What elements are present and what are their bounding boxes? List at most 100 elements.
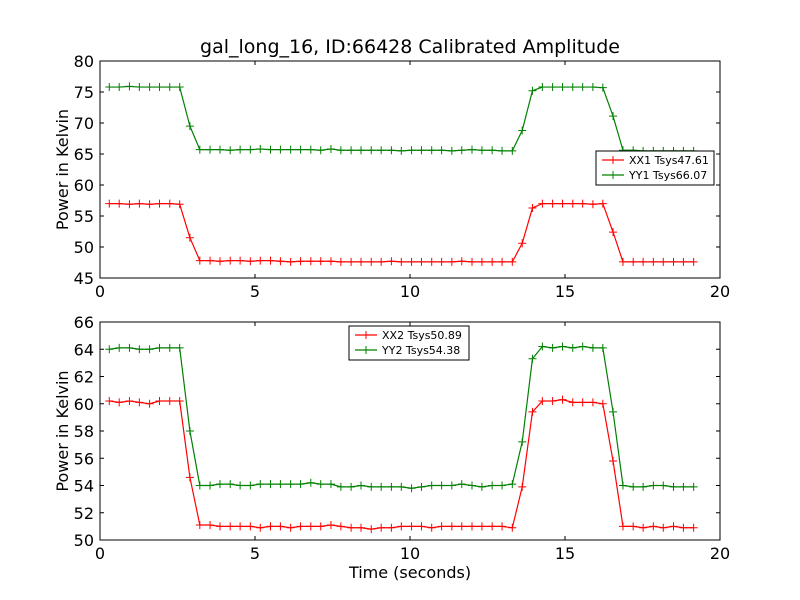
data-point bbox=[407, 484, 416, 493]
data-point bbox=[256, 256, 265, 265]
data-point bbox=[347, 482, 356, 491]
data-point bbox=[508, 523, 517, 532]
data-point bbox=[165, 83, 174, 92]
y-tick-label: 56 bbox=[74, 449, 94, 468]
data-point bbox=[568, 199, 577, 208]
data-point bbox=[427, 523, 436, 532]
data-point bbox=[447, 146, 456, 155]
data-point bbox=[236, 145, 245, 154]
data-point bbox=[145, 83, 154, 92]
data-point bbox=[468, 257, 476, 266]
data-point bbox=[588, 343, 597, 352]
data-point bbox=[276, 257, 285, 266]
data-point bbox=[639, 257, 648, 266]
data-point bbox=[558, 199, 567, 208]
data-point bbox=[215, 522, 224, 531]
data-point bbox=[206, 521, 215, 530]
data-point bbox=[246, 522, 255, 531]
data-point bbox=[135, 345, 144, 354]
legend-box bbox=[595, 150, 715, 186]
data-point bbox=[518, 482, 527, 491]
data-point bbox=[387, 146, 396, 155]
data-point bbox=[477, 522, 486, 531]
data-point bbox=[377, 257, 386, 266]
data-point bbox=[437, 522, 446, 531]
data-point bbox=[306, 478, 315, 487]
data-point bbox=[125, 397, 134, 406]
data-point bbox=[256, 523, 265, 532]
data-point bbox=[457, 146, 466, 155]
data-point bbox=[367, 146, 376, 155]
data-point bbox=[377, 482, 386, 491]
data-point bbox=[508, 480, 517, 489]
data-point bbox=[498, 146, 507, 155]
data-point bbox=[578, 398, 587, 407]
data-point bbox=[468, 522, 476, 531]
y-tick-label: 65 bbox=[74, 145, 94, 164]
data-point bbox=[598, 83, 607, 92]
data-point bbox=[326, 257, 335, 266]
data-point bbox=[528, 354, 537, 363]
data-point bbox=[558, 83, 567, 92]
x-axis-label: Time (seconds) bbox=[348, 563, 471, 582]
data-point bbox=[357, 146, 366, 155]
data-point bbox=[609, 228, 618, 237]
y-tick-label: 50 bbox=[74, 238, 94, 257]
data-point bbox=[629, 482, 638, 491]
y-tick-label: 58 bbox=[74, 422, 94, 441]
data-point bbox=[175, 397, 184, 406]
data-point bbox=[468, 481, 476, 490]
data-point bbox=[165, 199, 174, 208]
data-point bbox=[357, 257, 366, 266]
data-point bbox=[518, 437, 527, 446]
data-point bbox=[226, 256, 235, 265]
data-point bbox=[427, 146, 436, 155]
data-point bbox=[296, 257, 305, 266]
data-point bbox=[679, 482, 688, 491]
data-point bbox=[548, 397, 557, 406]
data-point bbox=[236, 522, 245, 531]
data-point bbox=[105, 345, 114, 354]
data-point bbox=[206, 145, 215, 154]
data-point bbox=[105, 199, 114, 208]
data-point bbox=[598, 399, 607, 408]
data-point bbox=[115, 83, 124, 92]
data-point bbox=[367, 525, 376, 534]
data-point bbox=[548, 199, 557, 208]
y-tick-label: 70 bbox=[74, 114, 94, 133]
data-point bbox=[669, 257, 678, 266]
data-point bbox=[548, 343, 557, 352]
y-tick-label: 54 bbox=[74, 477, 94, 496]
data-point bbox=[609, 407, 618, 416]
data-point bbox=[165, 343, 174, 352]
data-point bbox=[508, 146, 517, 155]
data-point bbox=[326, 480, 335, 489]
y-tick-label: 55 bbox=[74, 207, 94, 226]
data-point bbox=[518, 239, 527, 248]
y-tick-label: 80 bbox=[74, 52, 94, 71]
data-point bbox=[105, 397, 114, 406]
data-point bbox=[629, 522, 638, 531]
data-point bbox=[175, 343, 184, 352]
data-point bbox=[236, 256, 245, 265]
x-tick-label: 20 bbox=[710, 282, 730, 301]
data-point bbox=[347, 523, 356, 532]
data-point bbox=[468, 145, 476, 154]
data-point bbox=[407, 146, 416, 155]
data-point bbox=[286, 480, 295, 489]
data-point bbox=[498, 481, 507, 490]
data-point bbox=[296, 145, 305, 154]
data-point bbox=[336, 482, 345, 491]
data-point bbox=[679, 523, 688, 532]
y-axis-label: Power in Kelvin bbox=[53, 370, 72, 491]
data-point bbox=[447, 257, 456, 266]
data-point bbox=[679, 257, 688, 266]
data-point bbox=[226, 522, 235, 531]
data-point bbox=[669, 522, 678, 531]
data-point bbox=[609, 112, 618, 121]
data-point bbox=[296, 480, 305, 489]
data-point bbox=[347, 257, 356, 266]
y-tick-label: 75 bbox=[74, 83, 94, 102]
data-point bbox=[659, 257, 668, 266]
data-point bbox=[457, 480, 466, 489]
